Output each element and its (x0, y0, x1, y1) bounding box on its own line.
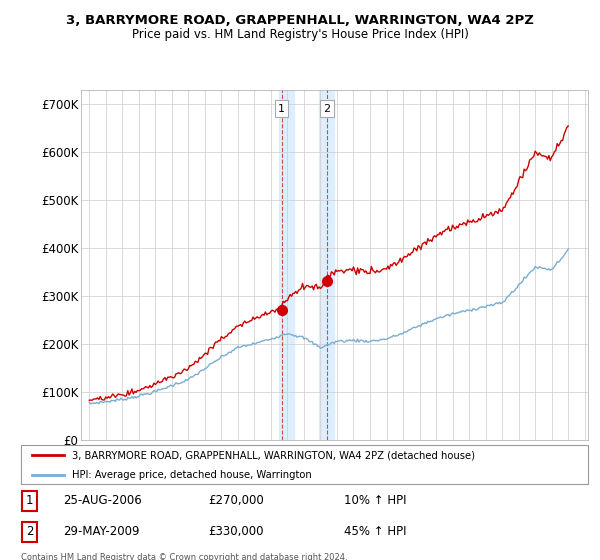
Text: Price paid vs. HM Land Registry's House Price Index (HPI): Price paid vs. HM Land Registry's House … (131, 28, 469, 41)
Text: 1: 1 (26, 494, 33, 507)
Bar (279, 90, 294, 440)
Text: 25-AUG-2006: 25-AUG-2006 (64, 494, 142, 507)
Text: Contains HM Land Registry data © Crown copyright and database right 2024.
This d: Contains HM Land Registry data © Crown c… (21, 553, 347, 560)
FancyBboxPatch shape (21, 445, 588, 484)
Text: 45% ↑ HPI: 45% ↑ HPI (344, 525, 407, 538)
Text: 1: 1 (278, 104, 285, 114)
Text: 29-MAY-2009: 29-MAY-2009 (64, 525, 140, 538)
Text: £330,000: £330,000 (208, 525, 263, 538)
Text: 10% ↑ HPI: 10% ↑ HPI (344, 494, 407, 507)
Bar (319, 90, 334, 440)
Text: HPI: Average price, detached house, Warrington: HPI: Average price, detached house, Warr… (72, 470, 312, 480)
Text: 2: 2 (323, 104, 331, 114)
Text: 3, BARRYMORE ROAD, GRAPPENHALL, WARRINGTON, WA4 2PZ (detached house): 3, BARRYMORE ROAD, GRAPPENHALL, WARRINGT… (72, 450, 475, 460)
Text: £270,000: £270,000 (208, 494, 264, 507)
Text: 3, BARRYMORE ROAD, GRAPPENHALL, WARRINGTON, WA4 2PZ: 3, BARRYMORE ROAD, GRAPPENHALL, WARRINGT… (66, 14, 534, 27)
Text: 2: 2 (26, 525, 33, 538)
